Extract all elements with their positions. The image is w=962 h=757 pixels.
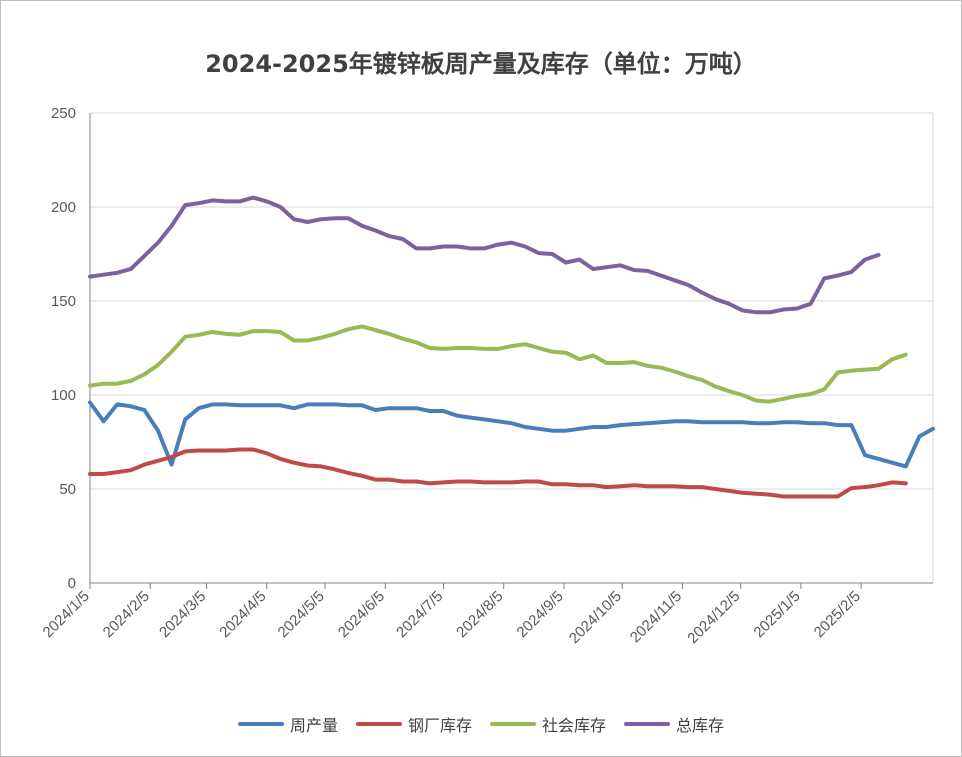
x-tick-label: 2024/6/5 [335, 588, 388, 641]
legend-item: 周产量 [237, 712, 338, 736]
legend: 周产量 钢厂库存 社会库存 总库存 [0, 712, 962, 736]
y-tick-label: 150 [51, 293, 76, 310]
x-tick-label: 2024/8/5 [453, 588, 506, 641]
y-tick-label: 100 [51, 387, 76, 404]
legend-swatch [355, 722, 402, 726]
legend-swatch [490, 722, 536, 726]
x-tick-label: 2024/3/5 [156, 588, 209, 641]
x-tick-label: 2024/12/5 [684, 588, 743, 647]
legend-label: 钢厂库存 [407, 716, 472, 735]
x-tick-label: 2025/2/5 [811, 588, 864, 641]
legend-swatch [237, 722, 284, 726]
y-tick-label: 50 [59, 481, 76, 498]
legend-label: 社会库存 [542, 716, 607, 735]
legend-item: 总库存 [624, 712, 724, 736]
y-tick-label: 250 [51, 105, 76, 122]
x-tick-label: 2024/5/5 [275, 588, 328, 641]
x-tick-label: 2024/2/5 [100, 588, 153, 641]
x-tick-label: 2024/9/5 [513, 588, 566, 641]
legend-swatch [624, 722, 671, 726]
chart-title: 2024-2025年镀锌板周产量及库存（单位：万吨） [205, 50, 757, 78]
series-line-0 [88, 400, 935, 469]
x-tick-label: 2025/1/5 [750, 588, 803, 641]
x-tick-label: 2024/11/5 [627, 588, 685, 646]
series-line-1 [88, 447, 908, 499]
legend-label: 周产量 [289, 716, 338, 735]
x-tick-label: 2024/7/5 [393, 588, 446, 641]
y-tick-label: 0 [68, 575, 76, 592]
series-line-2 [88, 324, 908, 404]
series-line-3 [88, 195, 881, 315]
x-tick-label: 2024/1/5 [40, 588, 93, 641]
legend-item: 社会库存 [490, 712, 606, 736]
legend-item: 钢厂库存 [355, 712, 472, 736]
y-tick-label: 200 [51, 199, 76, 216]
legend-label: 总库存 [676, 716, 725, 735]
x-tick-label: 2024/4/5 [216, 588, 269, 641]
x-tick-label: 2024/10/5 [566, 588, 625, 647]
